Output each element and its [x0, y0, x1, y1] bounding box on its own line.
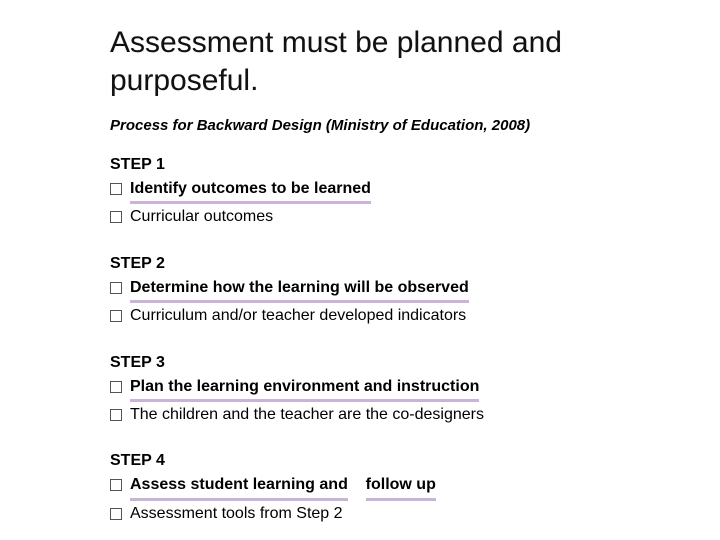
step4-line1: Assess student learning and follow up [110, 474, 660, 500]
step3-line2-text: The children and the teacher are the co-… [130, 404, 484, 426]
step1-label: STEP 1 [110, 156, 660, 174]
checkbox-icon [110, 310, 122, 322]
step3-line1-text: Plan the learning environment and instru… [130, 376, 479, 402]
slide: Assessment must be planned and purposefu… [0, 0, 720, 540]
step-block-3: STEP 3 Plan the learning environment and… [110, 354, 660, 427]
step-block-4: STEP 4 Assess student learning and follo… [110, 452, 660, 525]
checkbox-icon [110, 183, 122, 195]
slide-subhead: Process for Backward Design (Ministry of… [110, 117, 660, 134]
step4-line1-text-a: Assess student learning and [130, 474, 348, 500]
step4-label: STEP 4 [110, 452, 660, 470]
step2-line2-text: Curriculum and/or teacher developed indi… [130, 305, 466, 327]
step4-line1-text-b: follow up [366, 474, 436, 500]
step1-line1: Identify outcomes to be learned [110, 178, 660, 204]
step3-line2: The children and the teacher are the co-… [110, 404, 660, 426]
step3-label: STEP 3 [110, 354, 660, 372]
checkbox-icon [110, 211, 122, 223]
step3-line1: Plan the learning environment and instru… [110, 376, 660, 402]
step4-line1-wrap: Assess student learning and follow up [130, 474, 436, 500]
step2-line2: Curriculum and/or teacher developed indi… [110, 305, 660, 327]
checkbox-icon [110, 381, 122, 393]
step4-line2: Assessment tools from Step 2 [110, 503, 660, 525]
step2-line1-text: Determine how the learning will be obser… [130, 277, 469, 303]
gap-icon [352, 476, 361, 493]
step2-label: STEP 2 [110, 255, 660, 273]
checkbox-icon [110, 409, 122, 421]
step1-line1-text: Identify outcomes to be learned [130, 178, 371, 204]
step-block-2: STEP 2 Determine how the learning will b… [110, 255, 660, 328]
step2-line1: Determine how the learning will be obser… [110, 277, 660, 303]
step4-line2-text: Assessment tools from Step 2 [130, 503, 343, 525]
checkbox-icon [110, 479, 122, 491]
slide-title: Assessment must be planned and purposefu… [110, 24, 660, 99]
step1-line2-text: Curricular outcomes [130, 206, 273, 228]
step-block-1: STEP 1 Identify outcomes to be learned C… [110, 156, 660, 229]
checkbox-icon [110, 508, 122, 520]
step1-line2: Curricular outcomes [110, 206, 660, 228]
checkbox-icon [110, 282, 122, 294]
